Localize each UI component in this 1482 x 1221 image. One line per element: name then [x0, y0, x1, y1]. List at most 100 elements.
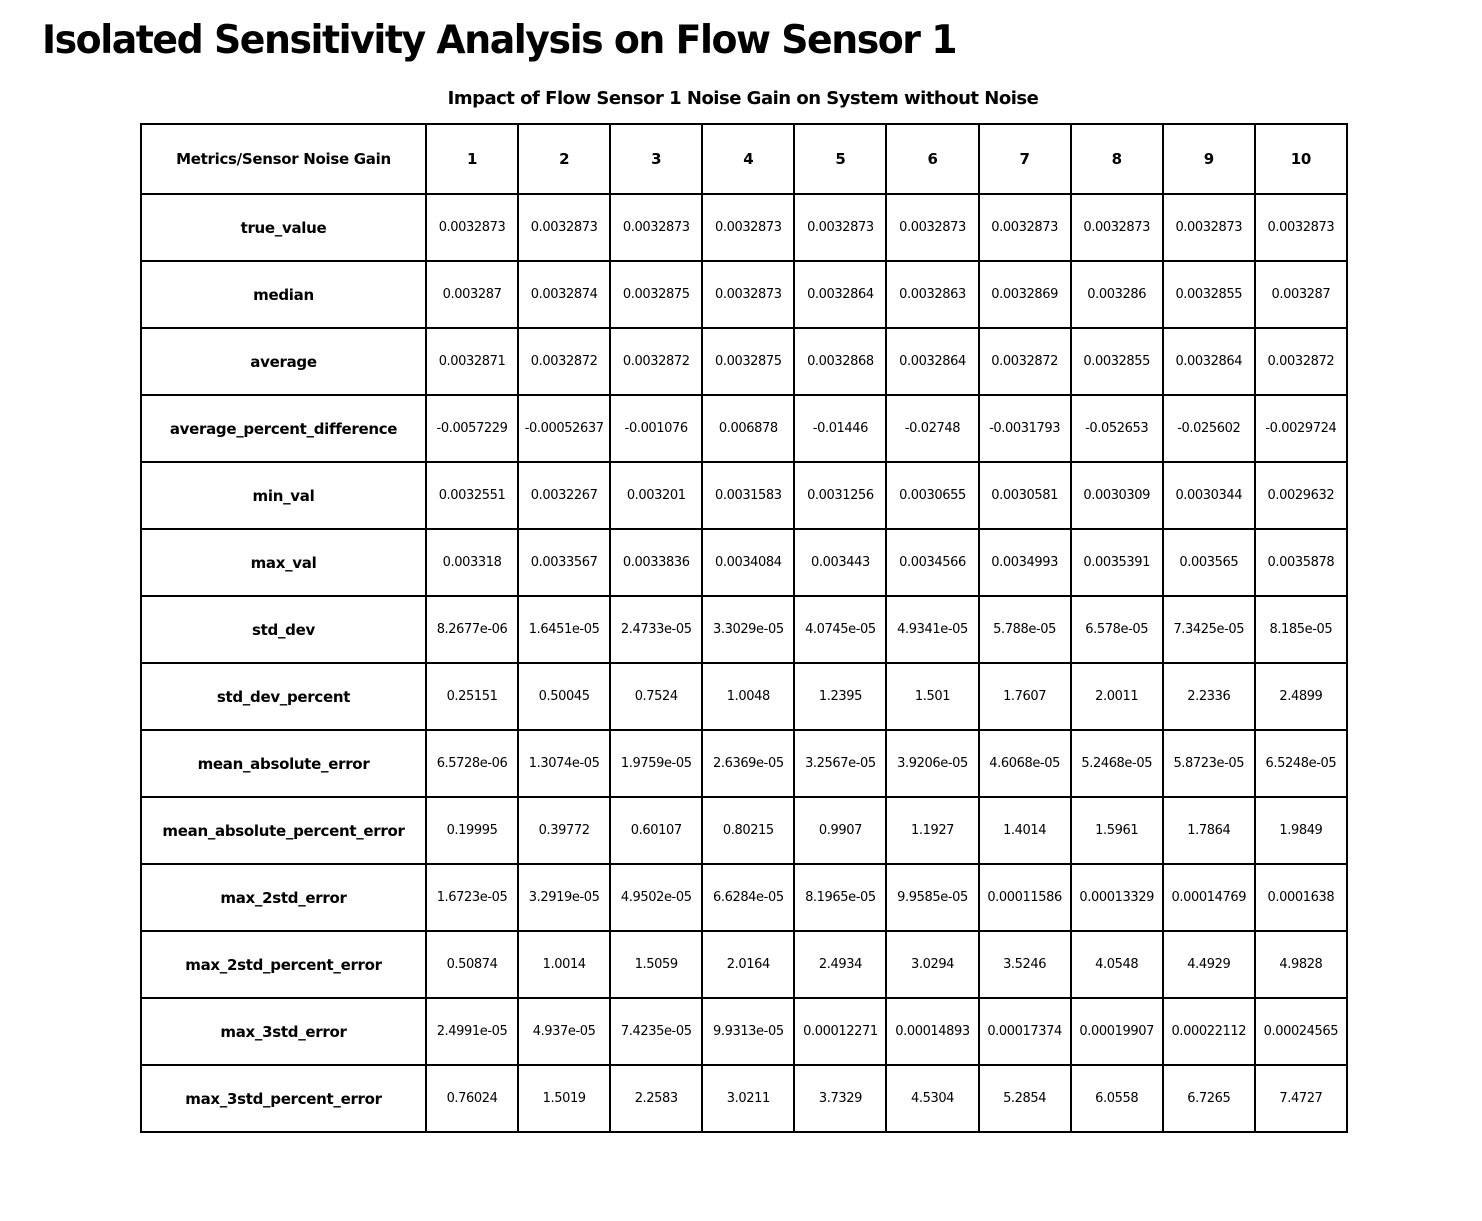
table-cell: 0.00011586	[977, 863, 1072, 932]
table-row: mean_absolute_error 6.5728e-06 1.3074e-05 1…	[140, 729, 1348, 798]
table-cell: 8.185e-05	[1253, 595, 1348, 664]
column-header: 7	[977, 123, 1072, 195]
table-cell: 4.5304	[885, 1064, 980, 1133]
table-cell: 0.0034084	[701, 528, 796, 597]
table-row: std_dev_percent 0.25151 0.50045 0.7524 1.004…	[140, 662, 1348, 731]
table-row: max_val 0.003318 0.0033567 0.0033836 0.00340…	[140, 528, 1348, 597]
table-cell: 0.50874	[424, 930, 520, 999]
table-cell: 0.0030309	[1069, 461, 1164, 530]
table-cell: 2.0164	[701, 930, 796, 999]
table-cell: 0.80215	[701, 796, 796, 865]
table-cell: 0.0032863	[885, 260, 980, 329]
table-cell: 0.50045	[517, 662, 612, 731]
table-cell: 4.0548	[1069, 930, 1164, 999]
table-cell: 0.0032869	[977, 260, 1072, 329]
table-cell: -0.02748	[885, 394, 980, 463]
table-cell: 0.00022112	[1161, 997, 1256, 1066]
table-cell: 0.25151	[424, 662, 520, 731]
table-cell: 3.3029e-05	[701, 595, 796, 664]
table-row: mean_absolute_percent_error 0.19995 0.3977…	[140, 796, 1348, 865]
table-cell: 0.0034993	[977, 528, 1072, 597]
metric-label: max_2std_percent_error	[140, 930, 427, 999]
table-cell: 0.0032873	[1069, 193, 1164, 262]
table-cell: 0.0032873	[1253, 193, 1348, 262]
table-cell: 4.6068e-05	[977, 729, 1072, 798]
metric-label: average_percent_difference	[140, 394, 427, 463]
table-cell: 0.00019907	[1069, 997, 1164, 1066]
table-cell: 5.8723e-05	[1161, 729, 1256, 798]
table-cell: 0.0032871	[424, 327, 520, 396]
table-cell: 8.1965e-05	[793, 863, 888, 932]
table-row: true_value 0.0032873 0.0032873 0.0032873 0.0…	[140, 193, 1348, 262]
table-cell: 4.4929	[1161, 930, 1256, 999]
table-cell: 0.0001638	[1253, 863, 1348, 932]
table-cell: 0.00013329	[1069, 863, 1164, 932]
table-cell: 6.5248e-05	[1253, 729, 1348, 798]
table-cell: 6.7265	[1161, 1064, 1256, 1133]
table-cell: 2.4899	[1253, 662, 1348, 731]
table-cell: 0.0032873	[517, 193, 612, 262]
table-cell: 0.0030581	[977, 461, 1072, 530]
table-cell: -0.01446	[793, 394, 888, 463]
table-cell: 0.0032872	[1253, 327, 1348, 396]
table-cell: 0.0032874	[517, 260, 612, 329]
table-cell: 9.9313e-05	[701, 997, 796, 1066]
table-cell: 6.0558	[1069, 1064, 1164, 1133]
metric-label: max_val	[140, 528, 427, 597]
column-header: 3	[609, 123, 704, 195]
table-cell: 2.2336	[1161, 662, 1256, 731]
table-cell: 0.0032873	[424, 193, 520, 262]
table-cell: 0.39772	[517, 796, 612, 865]
table-cell: 5.788e-05	[977, 595, 1072, 664]
table-cell: 1.9759e-05	[609, 729, 704, 798]
table-cell: 0.0033567	[517, 528, 612, 597]
table-cell: 0.0032868	[793, 327, 888, 396]
table-cell: 0.0034566	[885, 528, 980, 597]
column-header: 8	[1069, 123, 1164, 195]
table-cell: 0.00012271	[793, 997, 888, 1066]
table-cell: 0.00024565	[1253, 997, 1348, 1066]
table-cell: 7.3425e-05	[1161, 595, 1256, 664]
table-cell: 1.6451e-05	[517, 595, 612, 664]
metric-label: std_dev	[140, 595, 427, 664]
table-cell: 0.76024	[424, 1064, 520, 1133]
metric-label: average	[140, 327, 427, 396]
table-cell: 0.0032873	[885, 193, 980, 262]
table-cell: 1.0048	[701, 662, 796, 731]
table-cell: 1.5019	[517, 1064, 612, 1133]
table-cell: 0.0032872	[517, 327, 612, 396]
table-cell: 0.00014769	[1161, 863, 1256, 932]
table-row: std_dev 8.2677e-06 1.6451e-05 2.4733e-05 3.3…	[140, 595, 1348, 664]
table-cell: 0.0035878	[1253, 528, 1348, 597]
table-cell: 3.7329	[793, 1064, 888, 1133]
table-cell: 0.0032864	[885, 327, 980, 396]
table-cell: 0.00014893	[885, 997, 980, 1066]
table-cell: 1.2395	[793, 662, 888, 731]
table-cell: 7.4235e-05	[609, 997, 704, 1066]
table-cell: 6.6284e-05	[701, 863, 796, 932]
table-cell: 1.0014	[517, 930, 612, 999]
table-cell: 1.9849	[1253, 796, 1348, 865]
table-cell: 0.00017374	[977, 997, 1072, 1066]
table-row: max_3std_error 2.4991e-05 4.937e-05 7.4235e…	[140, 997, 1348, 1066]
table-cell: -0.0057229	[424, 394, 520, 463]
table-cell: 0.003318	[424, 528, 520, 597]
table-cell: 0.003443	[793, 528, 888, 597]
column-header: 5	[793, 123, 888, 195]
metric-label: std_dev_percent	[140, 662, 427, 731]
table-row: average 0.0032871 0.0032872 0.0032872 0.0032…	[140, 327, 1348, 396]
table-cell: 5.2854	[977, 1064, 1072, 1133]
table-cell: 0.0032855	[1069, 327, 1164, 396]
table-cell: 3.2919e-05	[517, 863, 612, 932]
table-cell: 6.5728e-06	[424, 729, 520, 798]
table-row: max_3std_percent_error 0.76024 1.5019 2.258…	[140, 1064, 1348, 1133]
table-cell: -0.001076	[609, 394, 704, 463]
table-cell: 4.9341e-05	[885, 595, 980, 664]
table-cell: 0.003286	[1069, 260, 1164, 329]
column-header: 1	[424, 123, 520, 195]
table-cell: 1.7864	[1161, 796, 1256, 865]
table-cell: 0.0032873	[793, 193, 888, 262]
metric-label: median	[140, 260, 427, 329]
table-cell: 2.2583	[609, 1064, 704, 1133]
